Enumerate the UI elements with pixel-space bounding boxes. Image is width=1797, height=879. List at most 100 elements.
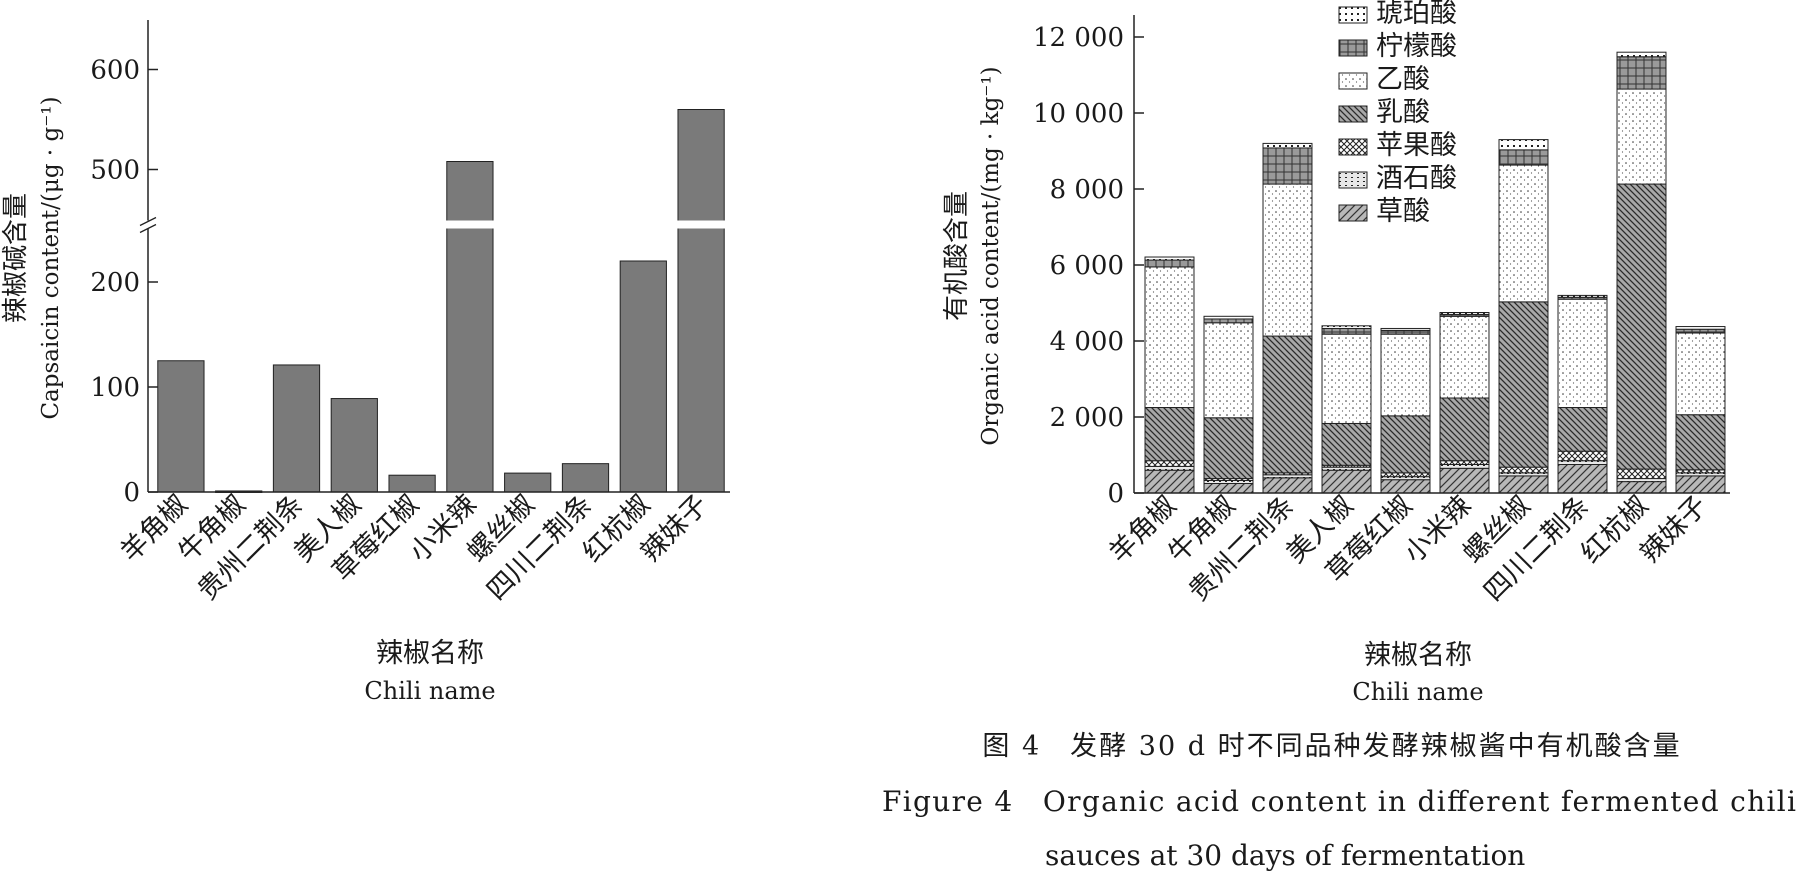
bar-segment [1439,312,1490,315]
bar-segment [1557,450,1608,462]
bar-segment [1262,335,1313,474]
bar-segment [1203,318,1254,324]
bar-segment [1498,164,1549,303]
bar-segment [1616,183,1667,470]
x-axis-label-cn: 辣椒名称 [1364,640,1472,671]
legend-swatch [1338,72,1368,90]
axis-break-gap [140,220,156,229]
bar-segment [1439,397,1490,462]
bar-segment [1498,301,1549,468]
y-tick-label: 12 000 [1033,23,1124,53]
bar [504,472,552,493]
x-tick-label: 红杭椒 [1575,490,1654,569]
bar-segment [1262,142,1313,149]
bar [388,474,436,493]
caption-cn: 图 4 发酵 30 d 时不同品种发酵辣椒酱中有机酸含量 [982,731,1681,762]
bar-segment [1557,464,1608,494]
x-axis-label-en: Chili name [1352,678,1483,706]
y-axis-label-en: Organic acid content/(mg · kg⁻¹) [978,66,1004,445]
y-tick-label: 500 [90,156,140,186]
figure-caption: 图 4 发酵 30 d 时不同品种发酵辣椒酱中有机酸含量 Figure 4 Or… [882,731,1796,872]
y-tick-label: 4 000 [1050,327,1124,357]
legend-swatch [1338,171,1368,189]
y-tick-label: 0 [1107,479,1124,509]
legend-swatch [1338,39,1368,57]
bar-segment [1380,415,1431,474]
bar-segment [1557,294,1608,298]
caption-en-line2: sauces at 30 days of fermentation [1045,839,1525,872]
bar-segment [1675,414,1726,471]
legend-label: 苹果酸 [1376,130,1457,161]
bar-segment [1203,315,1254,320]
legend-label: 柠檬酸 [1376,31,1457,62]
bar-segment [1380,333,1431,417]
bar-segment [1557,298,1608,409]
legend-label: 草酸 [1376,196,1430,227]
bar-segment [1144,465,1195,471]
bar-segment [1144,266,1195,408]
bar-segment [1380,329,1431,335]
bar-segment [1675,332,1726,416]
bar-segment [1616,88,1667,185]
y-tick-label: 6 000 [1050,251,1124,281]
bar-segment [1616,56,1667,90]
bar-segment [1675,326,1726,330]
y-axis-label-cn: 辣椒碱含量 [1,193,31,323]
bar-segment [1144,256,1195,261]
bar-segment [1616,481,1667,494]
y-axis-label-en: Capsaicin content/(μg · g⁻¹) [38,96,64,419]
x-tick-label: 辣妹子 [1634,490,1713,569]
legend-label: 酒石酸 [1376,163,1457,194]
bar-segment [1262,183,1313,337]
bar-break [676,220,726,229]
bar-segment [1321,469,1372,494]
bar-segment [1557,407,1608,452]
legend-swatch [1338,204,1368,222]
x-tick-label: 小米辣 [1398,490,1477,569]
y-axis-label-cn: 有机酸含量 [942,191,972,321]
bar-segment [1557,460,1608,466]
bar-segment [1321,333,1372,424]
bar-segment [1498,139,1549,151]
bar [619,260,667,493]
bar-break [445,220,495,229]
bar [677,109,725,493]
bar-segment [1498,149,1549,166]
axis-break-mark [139,223,157,234]
bar-segment [1321,327,1372,335]
bar-segment [1203,322,1254,419]
bar-segment [1498,466,1549,474]
bar-segment [1262,477,1313,494]
bar-segment [1321,325,1372,329]
bar-segment [1144,469,1195,494]
bar-segment [1144,460,1195,467]
bar-segment [1144,407,1195,462]
y-tick-label: 600 [90,56,140,86]
bar-segment [1616,468,1667,480]
bar [272,364,321,493]
y-tick-label: 200 [90,268,140,298]
bar-segment [1675,475,1726,494]
bar [330,398,378,493]
legend-label: 琥珀酸 [1376,0,1457,29]
legend-label: 乙酸 [1376,64,1430,95]
y-tick-label: 0 [123,478,140,508]
bar-segment [1262,147,1313,185]
bar-segment [1498,475,1549,494]
bar-segment [1321,422,1372,466]
x-axis-label-en: Chili name [364,677,495,705]
bar-segment [1675,328,1726,334]
x-tick-label: 辣妹子 [635,489,714,568]
bar-segment [1380,472,1431,478]
bar-segment [1203,483,1254,494]
bar-segment [1439,460,1490,466]
bar-segment [1144,259,1195,268]
x-axis-label-cn: 辣椒名称 [376,638,484,669]
legend-label: 乳酸 [1376,97,1430,128]
legend-swatch [1338,105,1368,123]
bar-segment [1439,315,1490,399]
